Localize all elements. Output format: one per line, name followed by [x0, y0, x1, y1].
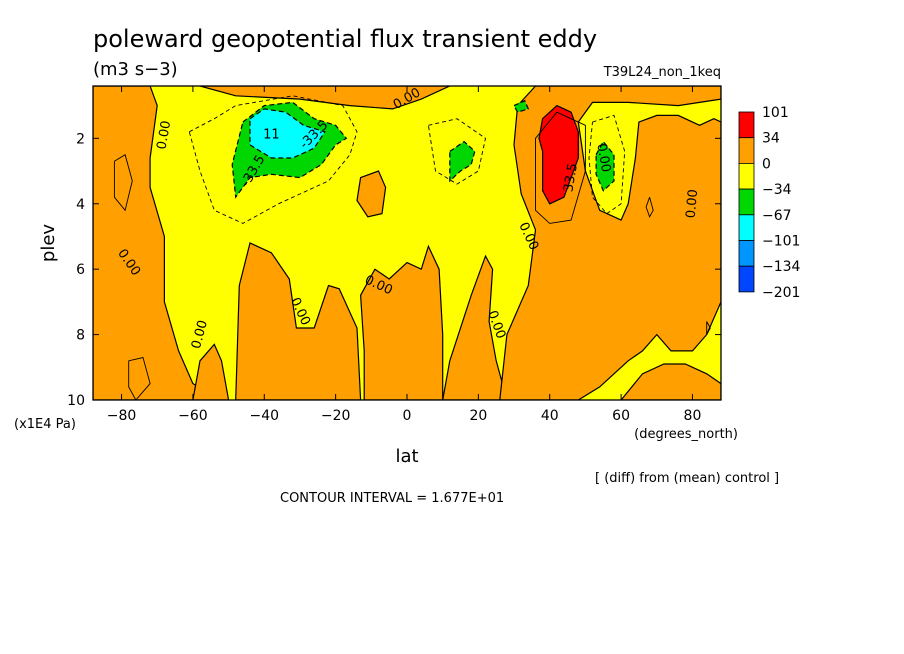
legend-label: −134	[762, 259, 801, 275]
legend-label: 0	[762, 156, 771, 172]
positive-orange-region	[359, 244, 444, 400]
positive-orange-region	[199, 86, 451, 110]
legend-label: −101	[762, 234, 800, 250]
y-tick-label: 4	[76, 197, 85, 213]
contour-interval: CONTOUR INTERVAL = 1.677E+01	[280, 491, 504, 506]
negative-green-region	[449, 140, 476, 183]
x-tick-label: −20	[321, 408, 351, 424]
legend-swatch	[738, 240, 755, 267]
positive-orange-region	[192, 343, 230, 400]
legend-swatch	[738, 111, 755, 139]
legend-label: −201	[762, 285, 800, 301]
contour-line	[588, 114, 626, 215]
x-tick-label: 0	[403, 408, 412, 424]
chart-title: poleward geopotential flux transient edd…	[93, 25, 597, 53]
legend-label: 34	[762, 131, 780, 147]
negative-green-region	[595, 140, 615, 192]
contour-label: 0.00	[684, 189, 701, 219]
plot-area: 0.000.000.000.000.000.000.000.000.000.00…	[92, 85, 722, 401]
y-axis-label: plev	[38, 224, 59, 263]
contour-lines	[113, 95, 711, 400]
x-tick-label: −40	[249, 408, 279, 424]
x-tick-label: 80	[684, 408, 702, 424]
filled-contour-regions	[93, 86, 721, 400]
legend-swatch	[738, 214, 755, 241]
contour-label: 0.00	[189, 319, 211, 351]
x-tick-label: 20	[469, 408, 487, 424]
y-axis-units: (x1E4 Pa)	[14, 417, 76, 432]
contour-label: 11	[263, 128, 280, 143]
x-tick-label: −60	[178, 408, 208, 424]
contour-label: 33.5	[561, 162, 581, 193]
legend-swatch	[738, 137, 755, 164]
positive-red-region	[538, 104, 579, 205]
legend-label: 101	[762, 105, 789, 121]
diff-note: [ (diff) from (mean) control ]	[595, 471, 779, 486]
contour-label: 0.00	[593, 142, 613, 173]
y-axis-ticks: 2 4 6 8 10	[67, 131, 721, 409]
legend-swatch	[738, 162, 755, 190]
negative-cyan-region	[249, 108, 326, 159]
contour-label: 0.00	[154, 120, 174, 151]
chart-units: (m3 s−3)	[93, 59, 178, 80]
contour-line	[113, 154, 133, 212]
legend-label: −34	[762, 182, 792, 198]
contour-line	[427, 118, 487, 185]
x-axis-label: lat	[395, 446, 418, 467]
y-tick-label: 8	[76, 328, 85, 344]
y-tick-label: 6	[76, 262, 85, 278]
contour-line	[128, 356, 151, 400]
negative-green-region	[513, 99, 530, 113]
x-tick-label: 60	[612, 408, 630, 424]
x-tick-label: 40	[541, 408, 559, 424]
y-tick-label: 10	[67, 393, 85, 409]
legend-swatch	[738, 265, 755, 293]
run-label: T39L24_non_1keq	[603, 65, 721, 80]
x-axis-ticks: −80 −60 −40 −20 0 20 40 60 80	[107, 86, 702, 424]
legend-label: −67	[762, 208, 792, 224]
x-tick-label: −80	[107, 408, 137, 424]
legend-swatch	[738, 188, 755, 216]
positive-orange-region	[620, 363, 721, 400]
color-legend: 101 34 0 −34 −67 −101 −134 −201	[738, 105, 801, 301]
positive-orange-region	[356, 170, 387, 218]
y-tick-label: 2	[76, 131, 85, 147]
x-axis-units: (degrees_north)	[634, 427, 738, 442]
positive-orange-region	[93, 86, 223, 400]
contour-line	[645, 197, 654, 218]
positive-orange-region	[235, 242, 362, 400]
contour-line	[706, 321, 711, 335]
contour-line	[535, 111, 586, 224]
